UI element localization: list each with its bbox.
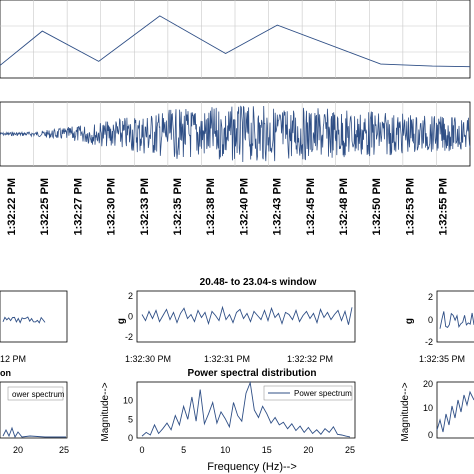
accel-signal-panel	[0, 101, 471, 167]
psd-center-line	[141, 380, 351, 438]
time-tick-label: 1:32:45 PM	[305, 178, 317, 235]
psd-left-legend-label: ower spectrum	[12, 390, 65, 399]
psd-center-ytick: 5	[128, 414, 133, 424]
time-tick-label: 1:32:53 PM	[404, 178, 416, 235]
window-center-frame	[136, 290, 356, 343]
window-center-ytick: -2	[125, 332, 133, 342]
psd-right-line	[436, 390, 474, 433]
time-tick-label: 1:32:40 PM	[238, 178, 250, 235]
window-left-line	[2, 316, 46, 324]
psd-left-frame	[0, 381, 68, 439]
window-right-ylabel: g	[404, 318, 415, 324]
time-tick-label: 1:32:43 PM	[272, 178, 284, 235]
time-tick-labels: 1:32:22 PM 1:32:25 PM 1:32:27 PM 1:32:30 PM…	[6, 178, 450, 235]
window-left-frame	[0, 290, 68, 343]
psd-center-xtick: 15	[262, 445, 272, 455]
window-right-ytick-2: 2	[428, 292, 433, 302]
window-center-xtick: 1:32:30 PM	[125, 354, 171, 364]
psd-left-panel: on ower spectrum 20 25	[0, 368, 69, 455]
time-tick-label: 1:32:55 PM	[438, 178, 450, 235]
window-center-xtick: 1:32:31 PM	[204, 354, 250, 364]
psd-center-legend-label: Power spectrum	[294, 389, 352, 398]
psd-center-ytick: 10	[123, 396, 133, 406]
window-center-ytick: 0	[128, 312, 133, 322]
psd-center-xtick: 0	[139, 445, 144, 455]
time-tick-label: 1:32:50 PM	[371, 178, 383, 235]
psd-left-line	[2, 426, 66, 439]
psd-left-legend	[7, 386, 64, 401]
top-trend-line	[0, 15, 471, 68]
psd-center-xticks: 0 5 10 15 20 25	[139, 445, 355, 455]
window-right-xtick: 1:32:35 PM	[419, 354, 465, 364]
psd-center-ylabel: Magnitude-->	[100, 382, 111, 441]
time-tick-label: 1:32:25 PM	[39, 178, 51, 235]
psd-center-frame	[136, 381, 356, 439]
psd-center-legend	[263, 385, 353, 401]
psd-right-frame	[436, 381, 474, 439]
psd-center-xlabel: Frequency (Hz)-->	[207, 461, 297, 473]
time-tick-label: 1:32:38 PM	[205, 178, 217, 235]
psd-left-xtick-20: 20	[13, 445, 23, 455]
window-right-line	[439, 311, 474, 329]
psd-center-xtick: 25	[345, 445, 355, 455]
time-tick-label: 1:32:27 PM	[72, 178, 84, 235]
window-center-xtick: 1:32:32 PM	[287, 354, 333, 364]
top-trend-panel	[0, 0, 471, 79]
psd-right-panel: Magnitude--> 20 10 0	[400, 379, 474, 442]
psd-center-xtick: 10	[220, 445, 230, 455]
time-tick-label: 1:32:48 PM	[338, 178, 350, 235]
window-left-panel: 12 PM	[0, 290, 68, 364]
accel-signal-line	[0, 105, 471, 163]
psd-right-ytick-20: 20	[423, 379, 433, 389]
window-center-ytick: 2	[128, 291, 133, 301]
psd-center-yticks: 0 5 10	[123, 396, 133, 443]
window-right-ytick-0: 0	[428, 315, 433, 325]
window-right-ytick-neg2: -2	[425, 337, 433, 347]
psd-center-xtick: 20	[303, 445, 313, 455]
psd-center-xtick: 5	[181, 445, 186, 455]
time-tick-label: 1:32:30 PM	[106, 178, 118, 235]
psd-right-ytick-0: 0	[428, 430, 433, 440]
time-tick-label: 1:32:22 PM	[6, 178, 18, 235]
time-tick-label: 1:32:35 PM	[172, 178, 184, 235]
time-tick-label: 1:32:33 PM	[139, 178, 151, 235]
window-center-ylabel: g	[116, 318, 127, 324]
psd-right-ylabel: Magnitude-->	[400, 382, 411, 441]
window-right-frame	[436, 290, 474, 343]
window-right-panel: g 2 0 -2 1:32:35 PM	[404, 290, 474, 364]
window-left-title-fragment: on	[0, 368, 11, 378]
window-center-yticks: 2 0 -2	[125, 291, 133, 342]
psd-left-xtick-25: 25	[59, 445, 69, 455]
psd-center-title: Power spectral distribution	[188, 368, 317, 379]
window-center-title: 20.48- to 23.04-s window	[200, 277, 317, 288]
window-center-line	[141, 305, 353, 326]
top-trend-grid	[0, 0, 470, 78]
window-center-xticks: 1:32:30 PM 1:32:31 PM 1:32:32 PM	[125, 354, 333, 364]
psd-center-ytick: 0	[128, 433, 133, 443]
psd-right-ytick-10: 10	[423, 403, 433, 413]
psd-center-panel: Power spectral distribution Magnitude-->…	[100, 368, 356, 473]
window-left-xtick: 12 PM	[0, 354, 26, 364]
window-center-panel: 20.48- to 23.04-s window g 2 0 -2 1:32:30 …	[116, 277, 356, 364]
